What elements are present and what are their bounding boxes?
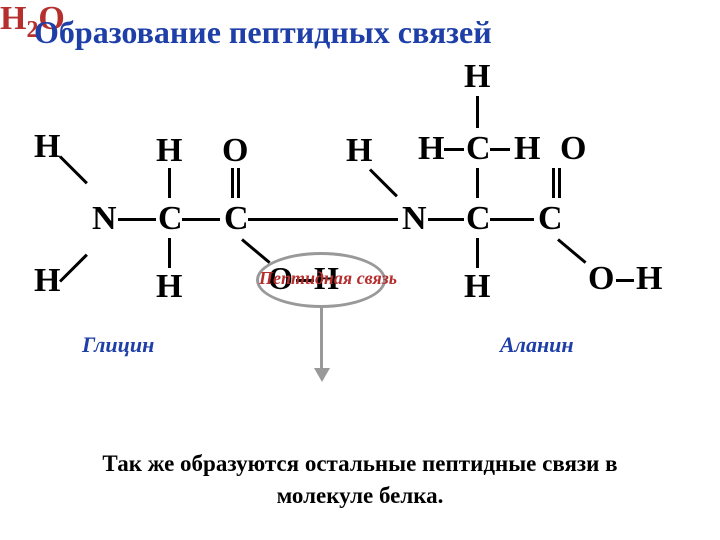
footer-text: Так же образуются остальные пептидные св… xyxy=(0,448,720,512)
page-title: Образование пептидных связей xyxy=(34,14,492,51)
bond xyxy=(118,218,156,221)
bond xyxy=(476,96,479,128)
atom-O: O xyxy=(588,260,614,298)
atom-H: H xyxy=(514,130,540,168)
arrow-head-icon xyxy=(314,368,330,382)
bond xyxy=(168,238,171,268)
bond xyxy=(369,168,398,197)
bond xyxy=(557,238,587,263)
atom-C: C xyxy=(158,200,183,238)
bond xyxy=(616,279,634,282)
atom-H: H xyxy=(464,58,490,96)
atom-C: C xyxy=(224,200,249,238)
atom-H: H xyxy=(156,268,182,306)
arrow-line xyxy=(320,308,323,370)
bond xyxy=(428,218,464,221)
atom-C: C xyxy=(538,200,563,238)
atom-C: C xyxy=(466,200,491,238)
alanine-label: Аланин xyxy=(500,332,574,358)
bond xyxy=(168,168,171,198)
bond xyxy=(490,218,534,221)
diagram-container: Образование пептидных связей H H N C H H… xyxy=(0,0,720,540)
bond xyxy=(241,238,271,263)
glycine-label: Глицин xyxy=(82,332,154,358)
atom-O: O xyxy=(222,132,248,170)
bond xyxy=(476,168,479,198)
atom-N: N xyxy=(402,200,427,238)
peptide-bond-label: Пептидная связь xyxy=(218,268,438,289)
bond xyxy=(444,148,464,151)
atom-H: H xyxy=(34,128,60,166)
atom-H: H xyxy=(418,130,444,168)
footer-line1: Так же образуются остальные пептидные св… xyxy=(102,451,617,476)
bond xyxy=(248,218,398,221)
atom-H: H xyxy=(156,132,182,170)
atom-H: H xyxy=(34,262,60,300)
bond xyxy=(59,254,88,283)
bond xyxy=(182,218,220,221)
atom-H: H xyxy=(464,268,490,306)
atom-N: N xyxy=(92,200,117,238)
bond xyxy=(490,148,510,151)
bond xyxy=(59,155,88,184)
atom-O: O xyxy=(560,130,586,168)
bond xyxy=(476,238,479,268)
atom-H: H xyxy=(636,260,662,298)
atom-H: H xyxy=(346,132,372,170)
footer-line2: молекуле белка. xyxy=(277,483,444,508)
atom-C: C xyxy=(466,130,491,168)
